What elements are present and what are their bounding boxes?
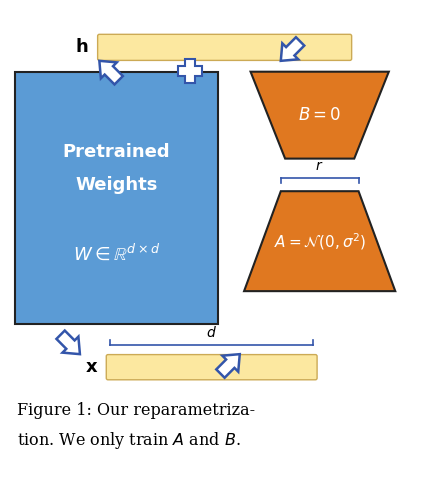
Text: Figure 1: Our reparametriza-: Figure 1: Our reparametriza-	[17, 402, 255, 419]
Polygon shape	[244, 191, 395, 291]
Polygon shape	[99, 61, 123, 85]
Text: $W \in \mathbb{R}^{d\times d}$: $W \in \mathbb{R}^{d\times d}$	[73, 243, 160, 263]
Polygon shape	[281, 37, 304, 61]
Polygon shape	[251, 72, 389, 159]
Text: h: h	[76, 38, 89, 56]
FancyBboxPatch shape	[98, 34, 352, 60]
Polygon shape	[216, 354, 240, 378]
Text: $B = 0$: $B = 0$	[298, 106, 341, 124]
Polygon shape	[178, 59, 202, 83]
Polygon shape	[57, 330, 80, 354]
Text: Weights: Weights	[76, 176, 158, 194]
Text: Pretrained: Pretrained	[63, 143, 171, 162]
Text: $r$: $r$	[315, 159, 324, 173]
Text: tion. We only train $A$ and $B$.: tion. We only train $A$ and $B$.	[17, 430, 241, 451]
FancyBboxPatch shape	[106, 355, 317, 380]
FancyBboxPatch shape	[15, 72, 218, 324]
Text: $d$: $d$	[206, 325, 217, 340]
Text: $A = \mathcal{N}(0, \sigma^2)$: $A = \mathcal{N}(0, \sigma^2)$	[273, 231, 366, 251]
Text: x: x	[86, 358, 97, 376]
